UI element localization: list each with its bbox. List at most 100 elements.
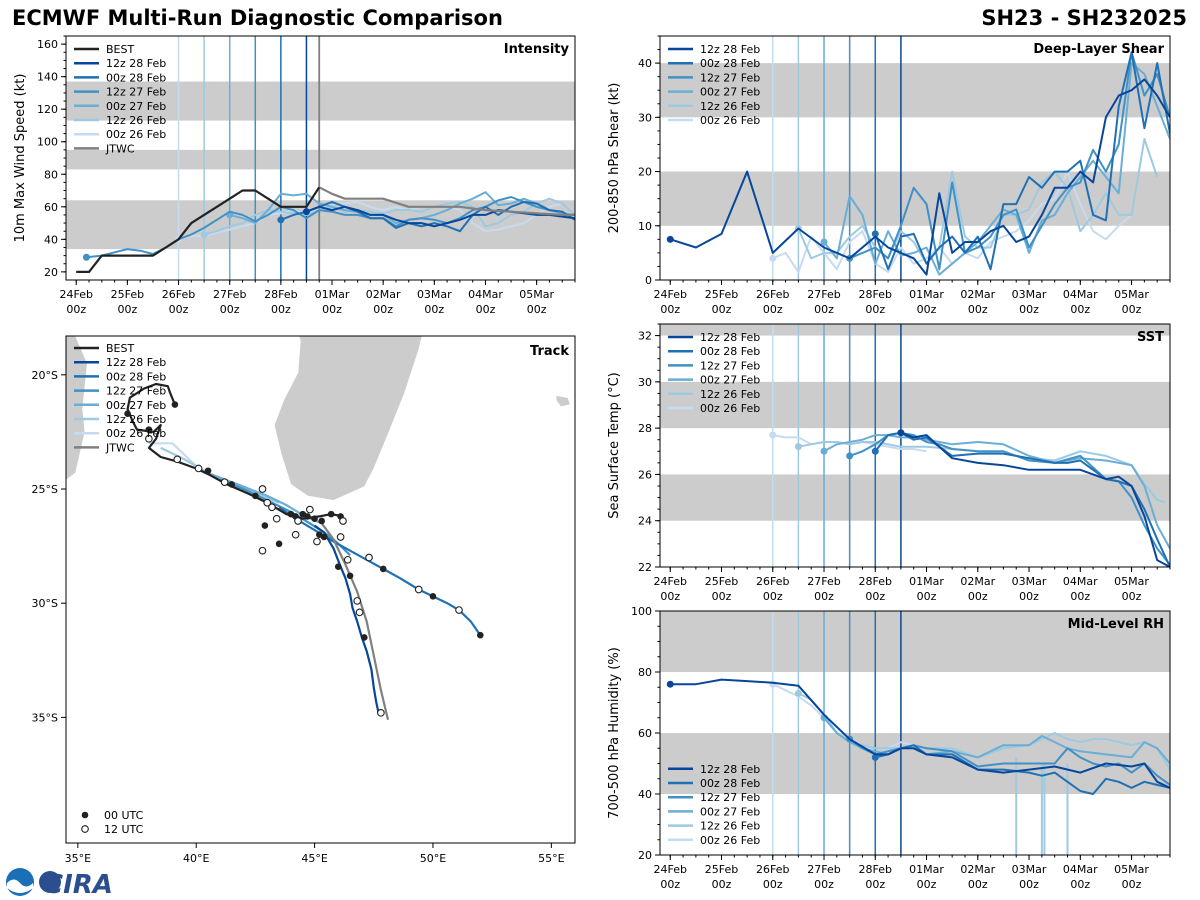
intensity-y-tick-label: 160 [37,38,58,51]
sst-x-tick-day: 28Feb [859,575,892,588]
shear-legend-label-00z-27-feb: 00z 27 Feb [700,86,760,99]
rh-x-tick-hour: 00z [1122,878,1142,891]
sst-y-tick-label: 26 [638,468,652,481]
intensity-threshold-band [66,149,575,170]
rh-init-point-12z-28-feb [666,680,674,688]
land-madagascar [273,336,423,501]
track-marker-00utc [360,634,368,641]
sst-legend-label-00z-26-feb: 00z 26 Feb [700,402,760,415]
shear-y-tick-label: 0 [645,274,652,287]
sst-x-tick-day: 05Mar [1114,575,1149,588]
track-marker-legend-open [81,825,89,833]
track-legend-label-00z-27-feb: 00z 27 Feb [106,399,166,412]
shear-init-point-00z-27-feb [820,238,828,246]
rh-series-12z-27-feb [849,738,1170,786]
land-africa [66,336,88,481]
sst-y-tick-label: 28 [638,422,652,435]
shear-x-tick-hour: 00z [1070,303,1090,316]
rh-x-tick-day: 25Feb [705,863,738,876]
rh-x-tick-hour: 00z [712,878,732,891]
track-legend-label-12z-26-feb: 12z 26 Feb [106,413,166,426]
track-legend-label-best: BEST [106,342,134,355]
intensity-x-tick-hour: 00z [220,303,240,316]
rh-legend-label-12z-28-feb: 12z 28 Feb [700,763,760,776]
shear-init-point-12z-28-feb [666,235,674,243]
rh-plot-area [660,611,1170,855]
track-y-tick-label: 30°S [32,597,58,610]
track-marker-12utc [305,505,314,514]
rh-legend-label-12z-27-feb: 12z 27 Feb [700,791,760,804]
track-marker-12utc [377,708,385,717]
track-marker-12utc [268,503,276,512]
track-marker-00utc [228,481,236,488]
sst-x-tick-hour: 00z [1122,590,1142,603]
intensity-y-tick-label: 80 [44,168,58,181]
track-marker-12utc [339,517,347,525]
track-y-tick-label: 35°S [32,711,58,724]
track-marker-12utc [353,597,362,605]
rh-x-tick-hour: 00z [917,878,937,891]
intensity-x-tick-hour: 00z [527,303,547,316]
track-marker-12utc [220,478,229,487]
track-marker-12utc [336,533,345,541]
sst-legend-label-12z-27-feb: 12z 27 Feb [700,359,760,372]
sst-x-tick-hour: 00z [814,590,834,603]
rh-series-00z-28-feb [875,744,1170,795]
intensity-x-tick-day: 01Mar [315,288,350,301]
sst-x-tick-day: 24Feb [654,575,687,588]
shear-x-tick-hour: 00z [917,303,937,316]
intensity-x-tick-day: 04Mar [468,288,503,301]
sst-x-tick-day: 04Mar [1063,575,1098,588]
sst-legend-label-00z-27-feb: 00z 27 Feb [700,374,760,387]
track-marker-12utc [294,517,302,525]
track-series-12z-28-feb [313,524,380,714]
shear-x-tick-day: 28Feb [859,288,892,301]
track-marker-00utc [299,510,307,518]
rh-x-tick-hour: 00z [865,878,885,891]
track-marker-00utc [261,522,269,529]
shear-title: Deep-Layer Shear [1033,42,1164,57]
rh-x-tick-day: 04Mar [1063,863,1098,876]
shear-series-12z-27-feb [849,51,1170,271]
shear-y-tick-label: 20 [638,166,652,179]
shear-y-tick-label: 40 [638,57,652,70]
rh-x-tick-hour: 00z [1019,878,1039,891]
shear-y-axis-label: 200-850 hPa Shear (kt) [607,83,622,234]
shear-y-tick-label: 30 [638,111,652,124]
sst-y-tick-label: 32 [638,330,652,343]
sst-x-tick-hour: 00z [712,590,732,603]
noaa-wave [7,879,33,893]
track-marker-00utc [318,517,325,525]
sst-y-tick-label: 24 [638,515,652,528]
intensity-x-tick-day: 03Mar [417,288,452,301]
intensity-threshold-band [66,81,575,121]
sst-x-tick-day: 25Feb [705,575,738,588]
track-marker-12utc [414,585,423,594]
intensity-y-axis-label: 10m Max Wind Speed (kt) [13,74,28,243]
track-marker-legend-label: 00 UTC [104,809,144,822]
sst-x-tick-day: 26Feb [756,575,789,588]
rh-x-tick-day: 24Feb [654,863,687,876]
intensity-series-jtwc [318,186,575,216]
sst-threshold-band [660,381,1170,429]
sst-panel: 22 24 26 28 30 32 24Feb 00z 25Feb 00z 26Feb 00z 27Fe… [607,323,1171,603]
shear-threshold-band [660,63,1170,118]
intensity-x-tick-hour: 00z [271,303,291,316]
track-legend-label-12z-27-feb: 12z 27 Feb [106,385,166,398]
track-marker-12utc [365,553,373,562]
track-series-jtwc [320,522,390,720]
shear-x-tick-hour: 00z [968,303,988,316]
storm-id-title: SH23 - SH232025 [981,6,1187,30]
rh-panel: 20 40 60 80 100 24Feb 00z 25Feb 00z 26Feb 00z 27Feb… [607,605,1171,891]
track-panel: 35°E 40°E 45°E 50°E 55°E 20°S 25°S 30°S 35°S Trac… [32,335,576,865]
shear-legend-label-12z-28-feb: 12z 28 Feb [700,43,760,56]
intensity-x-tick-day: 02Mar [366,288,401,301]
sst-init-point-00z-27-feb [820,447,828,455]
intensity-legend-label-12z-26-feb: 12z 26 Feb [106,114,166,127]
intensity-y-tick-label: 140 [37,71,58,84]
shear-x-tick-hour: 00z [712,303,732,316]
shear-x-tick-day: 03Mar [1012,288,1047,301]
track-marker-12utc [343,555,352,564]
rh-series-12z-28-feb [670,678,1170,789]
